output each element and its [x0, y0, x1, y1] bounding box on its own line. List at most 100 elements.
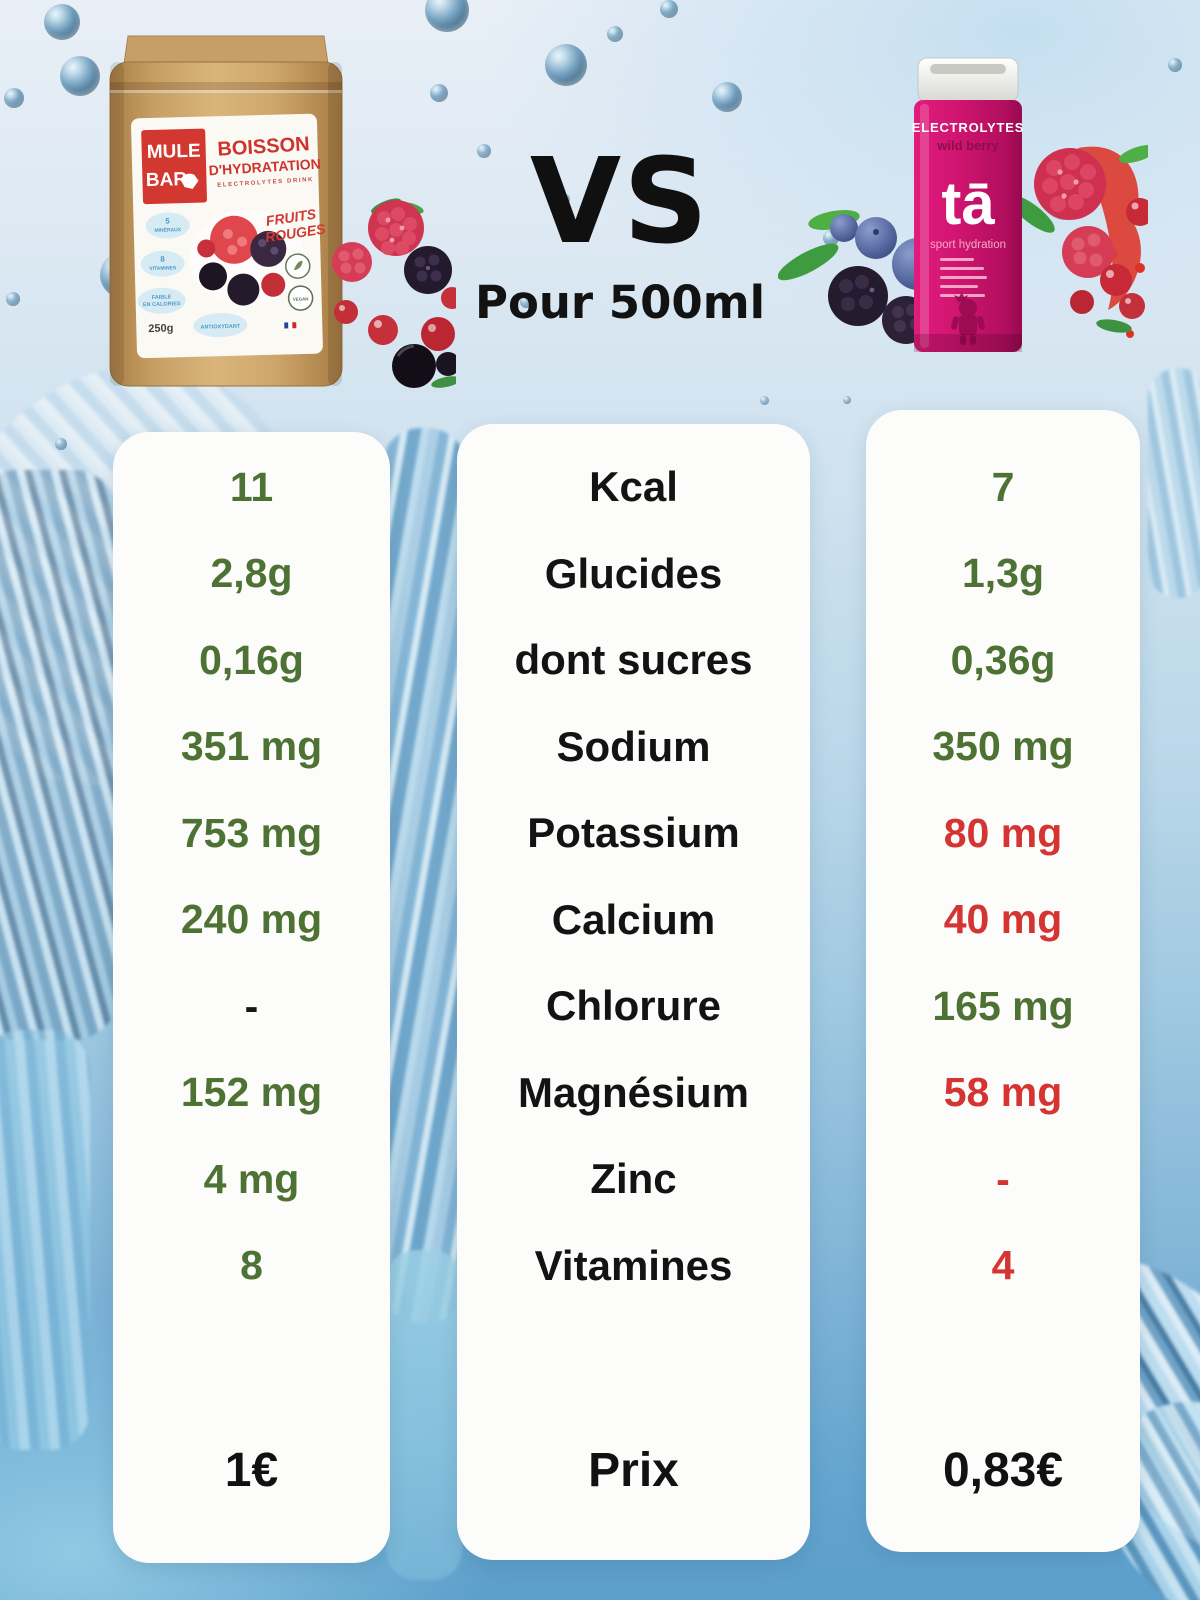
- vegan-badge-icon: [287, 285, 314, 311]
- water-droplet-icon: [477, 144, 491, 158]
- ta-flavor-label: wild berry: [936, 138, 999, 153]
- nutrient-label-chlorure: Chlorure: [545, 982, 721, 1030]
- leaf-icon: [1096, 319, 1132, 333]
- water-droplet-icon: [44, 4, 80, 40]
- water-droplet-icon: [1168, 58, 1182, 72]
- nutrient-label-magnesium: Magnésium: [517, 1068, 750, 1116]
- ta-value-magnesium: 58 mg: [943, 1069, 1063, 1116]
- water-droplet-icon: [520, 296, 532, 308]
- water-droplet-icon: [60, 56, 100, 96]
- cranberry-icon: [1119, 293, 1145, 319]
- ta-tube-illustration: ELECTROLYTES wild berry tā sport hydrati…: [777, 57, 1158, 352]
- mulebar-value-magnesium: 152 mg: [180, 1069, 323, 1116]
- cranberry-icon: [261, 272, 286, 297]
- water-droplet-icon: [545, 44, 587, 86]
- raspberry-icon: [1034, 148, 1106, 220]
- french-flag-icon: [284, 322, 297, 329]
- water-droplet-icon: [843, 396, 851, 404]
- nutrient-label-dont-sucres: dont sucres: [514, 636, 753, 684]
- mulebar-value-zinc: 4 mg: [203, 1155, 300, 1202]
- blueberry-icon: [830, 214, 858, 242]
- badge-vitamins-number: 8: [160, 255, 165, 264]
- mulebar-value-sodium: 351 mg: [180, 723, 323, 770]
- ta-tube: ELECTROLYTES wild berry tā sport hydrati…: [912, 57, 1024, 352]
- mulebar-brand-line1: MULE: [147, 141, 201, 163]
- ta-values-column: 7 1,3g 0,36g 350 mg 80 mg 40 mg 165 mg 58 mg - 4: [866, 444, 1140, 1309]
- blackcurrant-icon: [436, 352, 460, 376]
- water-droplet-icon: [6, 292, 20, 306]
- leaf-icon: [431, 376, 461, 388]
- cranberry-icon: [368, 315, 398, 345]
- nutrient-label-sodium: Sodium: [556, 722, 711, 770]
- mulebar-price: 1€: [224, 1443, 279, 1497]
- vegan-badge-label: VEGAN: [293, 296, 309, 301]
- ta-logo: tā: [941, 170, 995, 237]
- vs-heading: VS: [529, 132, 711, 270]
- water-droplet-icon: [712, 82, 742, 112]
- nutrient-label-kcal: Kcal: [589, 463, 678, 511]
- raspberry-icon: [210, 215, 259, 264]
- water-droplet-icon: [660, 0, 678, 18]
- ta-header-label: ELECTROLYTES: [912, 120, 1024, 135]
- ta-value-glucides: 1,3g: [961, 550, 1045, 597]
- mulebar-value-glucides: 2,8g: [210, 550, 293, 597]
- water-splash-decoration: [386, 1250, 462, 1580]
- badge-lowcal-line1: FAIBLE: [152, 294, 172, 301]
- mulebar-spilled-berries: [332, 198, 463, 388]
- water-splash-decoration: [1148, 368, 1200, 598]
- water-droplet-icon: [55, 438, 67, 450]
- badge-lowcal-line2: EN CALORIES: [143, 301, 181, 308]
- mulebar-value-dont-sucres: 0,16g: [199, 636, 304, 683]
- mulebar-value-vitamines: 8: [240, 1242, 263, 1289]
- nutrient-label-calcium: Calcium: [551, 895, 716, 943]
- nutrient-label-glucides: Glucides: [544, 549, 723, 597]
- water-splash-decoration: [0, 470, 118, 1040]
- ta-right-berries: [1009, 144, 1158, 338]
- serving-size-heading: Pour 500ml: [474, 276, 766, 329]
- mulebar-value-kcal: 11: [229, 463, 274, 510]
- ta-value-vitamines: 4: [991, 1242, 1015, 1289]
- ta-value-chlorure: 165 mg: [932, 982, 1074, 1029]
- tiki-figure-icon: [951, 292, 985, 345]
- ta-value-zinc: -: [996, 1155, 1010, 1202]
- mulebar-values-column: 11 2,8g 0,16g 351 mg 753 mg 240 mg - 152 mg 4 mg…: [113, 444, 390, 1309]
- cranberry-icon: [1070, 290, 1094, 314]
- mulebar-pouch-illustration: MULE BAR BOISSON D'HYDRATATION ELECTROLY…: [109, 35, 463, 388]
- mulebar-flavor-line1: FRUITS: [265, 206, 318, 229]
- cranberry-icon: [334, 300, 358, 324]
- badge-antioxidant-label: ANTIOXYDANT: [200, 324, 241, 331]
- blackberry-icon: [404, 246, 452, 294]
- ta-value-dont-sucres: 0,36g: [950, 636, 1056, 683]
- water-droplet-icon: [4, 88, 24, 108]
- leaf-icon: [777, 243, 839, 281]
- mulebar-value-potassium: 753 mg: [180, 809, 323, 856]
- ta-value-calcium: 40 mg: [943, 896, 1063, 943]
- blackberry-icon: [250, 230, 287, 267]
- tube-body: [914, 100, 1022, 352]
- mulebar-bag: MULE BAR BOISSON D'HYDRATATION ELECTROLY…: [109, 35, 343, 387]
- product-mulebar-image: MULE BAR BOISSON D'HYDRATATION ELECTROLY…: [96, 28, 463, 390]
- ta-value-potassium: 80 mg: [943, 809, 1063, 856]
- mulebar-value-calcium: 240 mg: [180, 896, 323, 943]
- raspberry-icon: [1062, 226, 1114, 278]
- product-ta-image: ELECTROLYTES wild berry tā sport hydrati…: [777, 56, 1158, 358]
- water-droplet-icon: [760, 396, 769, 405]
- header-block: VS Pour 500ml: [420, 142, 820, 329]
- water-splash-decoration: [0, 1030, 90, 1450]
- nutrient-label-vitamines: Vitamines: [534, 1241, 733, 1289]
- blackberry-icon: [828, 266, 888, 326]
- mulebar-weight: 250g: [148, 322, 173, 335]
- mulebar-brand-line2: BAR: [146, 169, 188, 191]
- badge-minerals-number: 5: [165, 216, 170, 225]
- badge-minerals-label: MINÉRAUX: [154, 225, 182, 234]
- price-row-label: Prix: [588, 1443, 679, 1497]
- ta-values-card: 7 1,3g 0,36g 350 mg 80 mg 40 mg 165 mg 58 mg -4 …: [866, 410, 1140, 1552]
- mulebar-values-card: 11 2,8g 0,16g 351 mg 753 mg 240 mg - 152 mg 4 mg…: [113, 432, 390, 1563]
- raspberry-icon: [332, 242, 372, 282]
- cranberry-icon: [1100, 264, 1132, 296]
- water-droplet-icon: [560, 194, 570, 204]
- water-splash-decoration: [381, 428, 467, 1323]
- ta-value-sodium: 350 mg: [932, 723, 1074, 770]
